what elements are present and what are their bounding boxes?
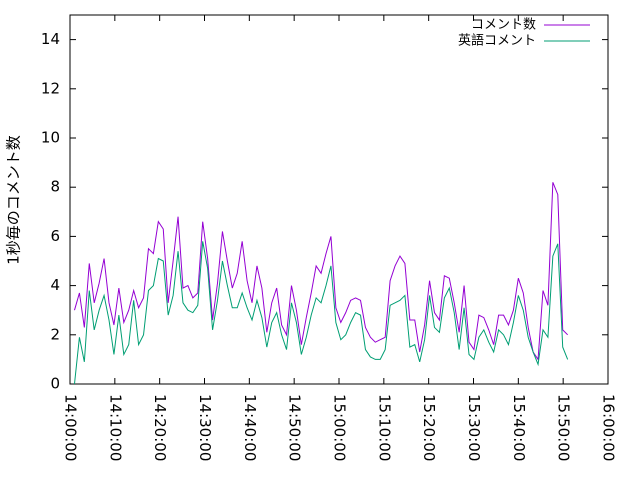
x-tick-label: 15:10:00 [375,394,393,461]
series-line [73,241,569,385]
x-tick-label: 15:40:00 [510,394,528,461]
x-tick-label: 14:00:00 [62,394,80,461]
y-tick-label: 12 [41,79,60,97]
plot-border [69,14,609,385]
y-axis-label: 1秒毎のコメント数 [5,135,23,265]
x-tick-label: 14:50:00 [286,394,304,461]
y-tick-label: 10 [41,129,60,147]
series-line [74,182,569,361]
x-tick-label: 14:40:00 [241,394,259,461]
x-tick-label: 14:30:00 [196,394,214,461]
y-tick-label: 6 [50,227,60,245]
x-tick-label: 16:00:00 [600,394,618,461]
y-tick-label: 2 [50,325,60,343]
x-tick-label: 14:20:00 [151,394,169,461]
x-tick-label: 15:20:00 [420,394,438,461]
x-tick-label: 15:50:00 [555,394,573,461]
x-tick-label: 15:00:00 [331,394,349,461]
y-tick-label: 4 [50,276,60,294]
legend-label: コメント数 [471,18,536,33]
y-tick-label: 14 [41,30,60,48]
y-tick-label: 0 [50,375,60,393]
x-tick-label: 15:30:00 [465,394,483,461]
x-tick-label: 14:10:00 [106,394,124,461]
legend-label: 英語コメント [458,33,536,49]
y-tick-label: 8 [50,178,60,196]
